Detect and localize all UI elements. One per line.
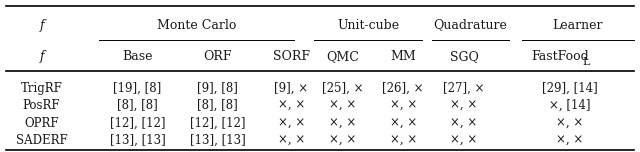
Text: ×, ×: ×, × [451, 134, 477, 147]
Text: OPRF: OPRF [24, 117, 59, 130]
Text: ×, ×: ×, × [278, 99, 305, 112]
Text: QMC: QMC [326, 50, 359, 63]
Text: [8], [8]: [8], [8] [117, 99, 158, 112]
Text: Unit-cube: Unit-cube [337, 19, 399, 32]
Text: L: L [582, 57, 589, 67]
Text: [13], [13]: [13], [13] [109, 134, 166, 147]
Text: [27], ×: [27], × [444, 82, 484, 95]
Text: TrigRF: TrigRF [20, 82, 63, 95]
Text: ×, ×: ×, × [278, 134, 305, 147]
Text: PosRF: PosRF [23, 99, 60, 112]
Text: f: f [39, 19, 44, 32]
Text: [26], ×: [26], × [383, 82, 424, 95]
Text: ×, ×: ×, × [329, 99, 356, 112]
Text: ×, ×: ×, × [556, 134, 583, 147]
Text: ×, ×: ×, × [451, 117, 477, 130]
Text: [9], [8]: [9], [8] [197, 82, 238, 95]
Text: [19], [8]: [19], [8] [113, 82, 162, 95]
Text: [25], ×: [25], × [322, 82, 363, 95]
Text: Monte Carlo: Monte Carlo [157, 19, 237, 32]
Text: ×, ×: ×, × [556, 117, 583, 130]
Text: f: f [39, 50, 44, 63]
Text: ×, ×: ×, × [390, 134, 417, 147]
Text: ×, ×: ×, × [329, 117, 356, 130]
Text: MM: MM [390, 50, 416, 63]
Text: SGQ: SGQ [449, 50, 479, 63]
Text: SADERF: SADERF [16, 134, 67, 147]
Text: [9], ×: [9], × [274, 82, 308, 95]
Text: [12], [12]: [12], [12] [190, 117, 245, 130]
Text: ORF: ORF [204, 50, 232, 63]
Text: ×, ×: ×, × [329, 134, 356, 147]
Text: Learner: Learner [552, 19, 603, 32]
Text: ×, [14]: ×, [14] [549, 99, 590, 112]
Text: SORF: SORF [273, 50, 310, 63]
Text: Base: Base [122, 50, 153, 63]
Text: FastFood: FastFood [531, 50, 589, 63]
Text: ×, ×: ×, × [390, 117, 417, 130]
Text: ×, ×: ×, × [278, 117, 305, 130]
Text: Quadrature: Quadrature [433, 19, 508, 32]
Text: [8], [8]: [8], [8] [197, 99, 238, 112]
Text: [29], [14]: [29], [14] [541, 82, 598, 95]
Text: ×, ×: ×, × [390, 99, 417, 112]
Text: [13], [13]: [13], [13] [189, 134, 246, 147]
Text: ×, ×: ×, × [451, 99, 477, 112]
Text: [12], [12]: [12], [12] [110, 117, 165, 130]
